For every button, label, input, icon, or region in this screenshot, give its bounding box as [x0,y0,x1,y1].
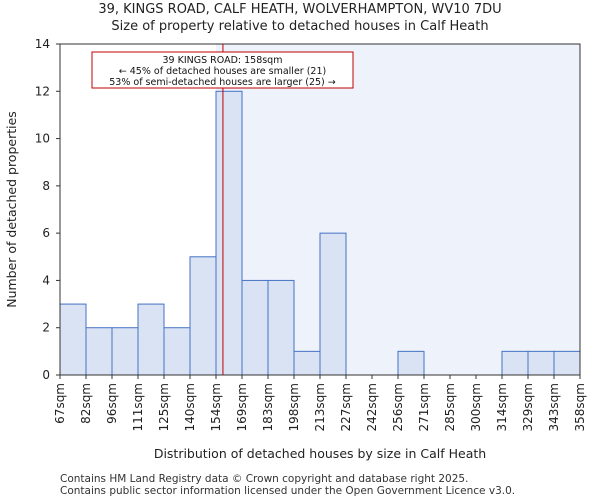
bar [267,279,295,376]
x-tick-label: 271sqm [417,383,431,431]
x-tick-label: 169sqm [235,383,249,431]
x-tick-label: 96sqm [105,383,119,424]
annotation-line-2: ← 45% of detached houses are smaller (21… [119,66,326,77]
annotation-line-1: 39 KINGS ROAD: 158sqm [163,55,283,66]
annotation-box [91,51,354,89]
x-tick-label: 67sqm [53,383,67,424]
y-tick-label: 10 [35,132,50,146]
x-tick-label: 111sqm [131,383,145,431]
bar [293,350,321,376]
x-tick-label: 183sqm [261,383,275,431]
x-tick-label: 82sqm [79,383,93,424]
x-tick-label: 198sqm [287,383,301,431]
bar [319,232,347,376]
y-tick-label: 12 [35,84,50,98]
x-tick-label: 343sqm [547,383,561,431]
x-tick-label: 154sqm [209,383,223,431]
x-tick-label: 285sqm [443,383,457,431]
bar [241,279,269,376]
bar [137,303,165,376]
bar [111,327,139,376]
bar [215,90,243,376]
bar [527,350,555,376]
x-tick-label: 329sqm [521,383,535,431]
y-tick-label: 6 [42,226,50,240]
bar [553,350,581,376]
x-tick-label: 242sqm [365,383,379,431]
y-tick-label: 4 [42,273,50,287]
x-tick-label: 300sqm [469,383,483,431]
x-axis-label: Distribution of detached houses by size … [154,446,486,461]
y-tick-label: 14 [35,37,50,51]
bar [189,256,217,376]
x-tick-label: 256sqm [391,383,405,431]
footer-line-2: Contains public sector information licen… [60,485,516,497]
y-tick-label: 0 [42,368,50,382]
bar [163,327,191,376]
chart-subtitle: Size of property relative to detached ho… [111,19,489,34]
x-tick-label: 125sqm [157,383,171,431]
footer-line-1: Contains HM Land Registry data © Crown c… [60,473,469,485]
x-tick-label: 140sqm [183,383,197,431]
chart-title: 39, KINGS ROAD, CALF HEATH, WOLVERHAMPTO… [98,2,502,17]
bar [85,327,113,376]
y-axis-label: Number of detached properties [4,111,19,308]
x-tick-label: 314sqm [495,383,509,431]
x-tick-label: 358sqm [573,383,587,431]
bar [59,303,87,376]
x-tick-label: 213sqm [313,383,327,431]
annotation-line-3: 53% of semi-detached houses are larger (… [109,77,336,88]
y-tick-label: 8 [42,179,50,193]
y-tick-label: 2 [42,321,50,335]
bar [501,350,529,376]
bar [397,350,425,376]
x-tick-label: 227sqm [339,383,353,431]
